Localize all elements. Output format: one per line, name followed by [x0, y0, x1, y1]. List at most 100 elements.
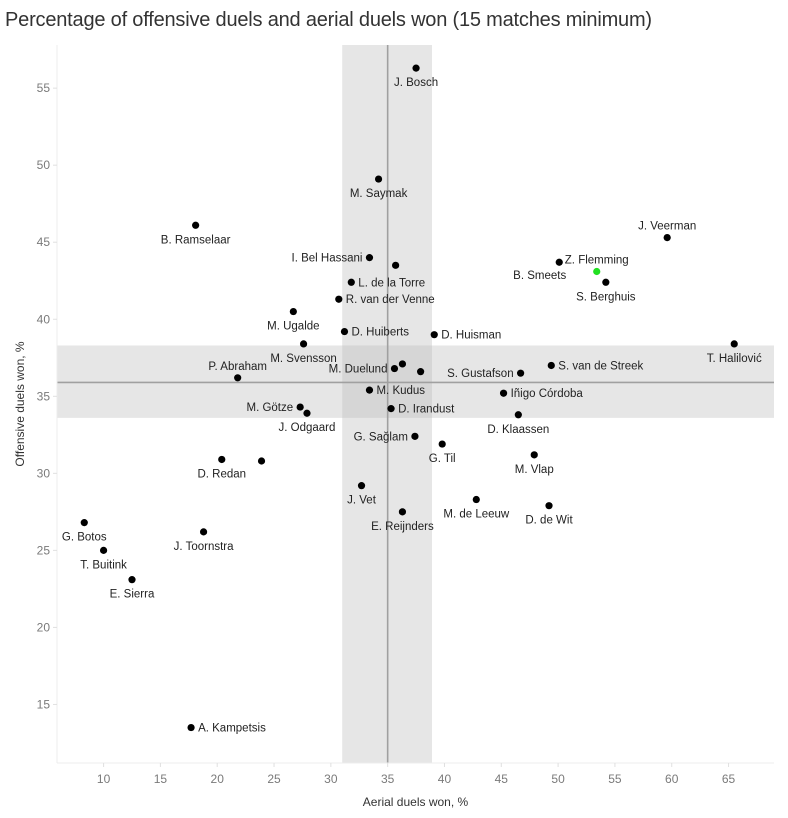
point-label: J. Veerman [638, 221, 696, 233]
data-point [438, 440, 446, 448]
data-point [192, 221, 200, 229]
point-label: J. Toornstra [174, 541, 234, 553]
data-point [392, 261, 400, 269]
data-point [357, 482, 366, 490]
data-point [128, 576, 136, 584]
point-label: T. Halilović [707, 353, 762, 365]
data-point [199, 528, 208, 536]
x-tick-label: 45 [495, 772, 509, 786]
point-label: D. de Wit [525, 515, 573, 527]
point-label: M. Vlap [515, 464, 554, 476]
data-point [430, 331, 438, 339]
data-point [257, 457, 266, 465]
data-point [374, 175, 383, 183]
data-point [730, 340, 738, 348]
data-point [547, 361, 555, 370]
point-label: M. de Leeuw [443, 509, 510, 521]
data-point [472, 495, 480, 504]
point-label: D. Huiberts [351, 327, 409, 339]
point-label: D. Huisman [441, 330, 501, 342]
data-point [499, 389, 508, 397]
point-label: D. Redan [197, 468, 246, 480]
x-tick-label: 20 [211, 772, 225, 786]
reference-bands [57, 45, 774, 763]
data-point [387, 405, 395, 413]
data-point [602, 278, 610, 286]
x-tick-label: 60 [665, 772, 679, 786]
data-point [218, 455, 226, 464]
data-point [80, 519, 88, 527]
data-point [514, 411, 522, 419]
point-labels: J. Bosch M. Saymak B. Ramselaar J. Veerman I… [62, 77, 762, 734]
data-point [296, 403, 304, 411]
point-label: M. Saymak [350, 188, 408, 200]
point-label: E. Sierra [110, 589, 155, 601]
data-point [390, 364, 399, 373]
y-axis-title: Offensive duels won, % [13, 341, 27, 467]
point-label: S. Gustafson [447, 368, 513, 380]
data-point [545, 502, 553, 510]
data-point [187, 723, 195, 732]
x-tick-label: 25 [267, 772, 281, 786]
point-label: G. Til [429, 453, 456, 465]
point-label: M. Svensson [270, 353, 336, 365]
y-tick-label: 55 [37, 81, 51, 95]
point-label: T. Buitink [80, 559, 127, 571]
data-point [289, 307, 297, 316]
x-tick-label: 10 [97, 772, 111, 786]
x-tick-label: 35 [381, 772, 395, 786]
point-label: P. Abraham [208, 361, 267, 373]
chart-title: Percentage of offensive duels and aerial… [5, 9, 652, 31]
x-tick-label: 40 [438, 772, 452, 786]
data-point [234, 374, 242, 382]
data-point [530, 451, 538, 459]
point-label: S. van de Streek [558, 360, 643, 372]
data-point [555, 258, 563, 266]
x-tick-label: 55 [608, 772, 622, 786]
point-label: I. Bel Hassani [292, 253, 363, 265]
data-point [411, 432, 419, 440]
y-tick-label: 20 [37, 620, 51, 634]
y-tick-label: 25 [37, 543, 51, 557]
data-point [398, 508, 407, 516]
data-point [340, 327, 349, 336]
point-label: G. Sağlam [354, 431, 408, 443]
point-label: J. Vet [347, 495, 377, 507]
y-tick-label: 30 [37, 466, 51, 480]
data-point [365, 386, 374, 394]
point-label: B. Smeets [513, 270, 566, 282]
point-label: M. Duelund [329, 364, 388, 376]
point-label: D. Irandust [398, 404, 455, 416]
x-tick-label: 65 [722, 772, 736, 786]
y-tick-label: 40 [37, 312, 51, 326]
data-point [517, 369, 525, 377]
point-label: D. Klaassen [487, 424, 549, 436]
data-point [663, 233, 671, 242]
data-point [365, 254, 374, 262]
point-label: Iñigo Córdoba [511, 388, 584, 400]
data-point [417, 368, 425, 376]
data-point [412, 64, 420, 72]
point-label: J. Odgaard [279, 422, 336, 434]
data-point [99, 546, 108, 554]
x-axis-title: Aerial duels won, % [363, 795, 469, 809]
highlighted-data-point [593, 267, 601, 276]
data-point [335, 295, 343, 303]
data-point [299, 340, 308, 348]
point-label: G. Botos [62, 532, 107, 544]
data-points [80, 64, 738, 732]
data-point [303, 409, 311, 417]
y-tick-label: 35 [37, 389, 51, 403]
point-label: B. Ramselaar [161, 234, 231, 246]
y-tick-label: 15 [37, 697, 51, 711]
axes: 10 15 20 25 30 35 40 45 50 55 60 65 15 20 25 30 35 40 45 50… [37, 45, 774, 786]
x-tick-label: 15 [154, 772, 168, 786]
point-label: R. van der Venne [346, 294, 435, 306]
x-tick-label: 50 [551, 772, 565, 786]
point-label: M. Götze [247, 402, 294, 414]
data-point [347, 278, 355, 286]
y-tick-label: 50 [37, 158, 51, 172]
data-point [398, 360, 407, 368]
point-label: L. de la Torre [358, 277, 425, 289]
